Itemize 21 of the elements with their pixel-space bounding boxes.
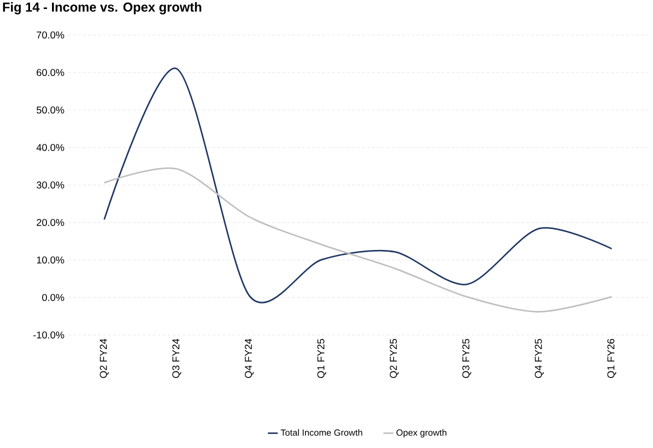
chart-title: Fig 14 - Income vs. Opex growth: [3, 2, 202, 14]
x-tick-label: Q3 FY25: [462, 338, 472, 378]
x-tick-label: Q3 FY24: [172, 338, 182, 378]
x-tick-label: Q1 FY26: [607, 338, 616, 378]
y-tick-label: 40.0%: [36, 144, 64, 152]
x-tick-label: Q2 FY24: [100, 338, 109, 378]
y-tick-label: 0.0%: [42, 294, 64, 302]
x-tick-label: Q4 FY24: [244, 338, 254, 378]
y-tick-label: -10.0%: [33, 331, 64, 339]
legend-label: Total Income Growth: [280, 429, 362, 436]
x-tick-label: Q2 FY25: [390, 338, 399, 378]
line-series: [104, 167, 612, 312]
legend-label: Opex growth: [396, 429, 446, 438]
y-tick-label: 10.0%: [36, 256, 64, 264]
x-tick-label: Q1 FY25: [317, 338, 326, 378]
y-tick-label: 50.0%: [36, 106, 64, 114]
y-tick-label: 70.0%: [36, 31, 64, 39]
y-tick-label: 60.0%: [36, 68, 64, 76]
x-tick-label: Q4 FY25: [534, 338, 544, 378]
y-tick-label: 20.0%: [36, 218, 64, 226]
y-tick-label: 30.0%: [36, 181, 64, 189]
